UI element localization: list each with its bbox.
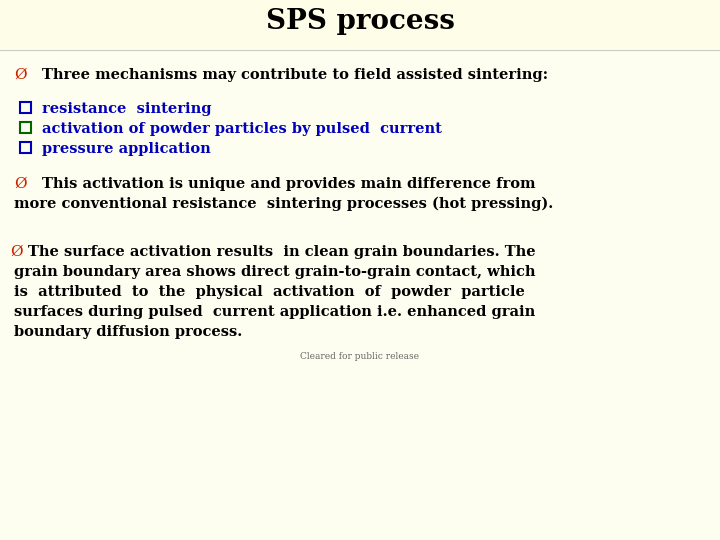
Text: activation of powder particles by pulsed  current: activation of powder particles by pulsed… (42, 122, 442, 136)
Text: pressure application: pressure application (42, 142, 211, 156)
Text: boundary diffusion process.: boundary diffusion process. (14, 325, 242, 339)
Text: The surface activation results  in clean grain boundaries. The: The surface activation results in clean … (28, 245, 536, 259)
Text: Ø: Ø (10, 245, 22, 259)
Text: is  attributed  to  the  physical  activation  of  powder  particle: is attributed to the physical activation… (14, 285, 525, 299)
Text: Cleared for public release: Cleared for public release (300, 352, 420, 361)
Text: more conventional resistance  sintering processes (hot pressing).: more conventional resistance sintering p… (14, 197, 553, 211)
Text: surfaces during pulsed  current application i.e. enhanced grain: surfaces during pulsed current applicati… (14, 305, 535, 319)
Text: This activation is unique and provides main difference from: This activation is unique and provides m… (42, 177, 536, 191)
Bar (20, 102, 31, 113)
Text: resistance  sintering: resistance sintering (42, 102, 212, 116)
Bar (20, 142, 31, 153)
Text: Ø: Ø (14, 177, 27, 191)
Text: Three mechanisms may contribute to field assisted sintering:: Three mechanisms may contribute to field… (42, 68, 548, 82)
Text: SPS process: SPS process (266, 8, 454, 35)
Text: Ø: Ø (14, 68, 27, 82)
Bar (20, 122, 31, 133)
Text: grain boundary area shows direct grain-to-grain contact, which: grain boundary area shows direct grain-t… (14, 265, 536, 279)
Bar (0, 0, 720, 50)
